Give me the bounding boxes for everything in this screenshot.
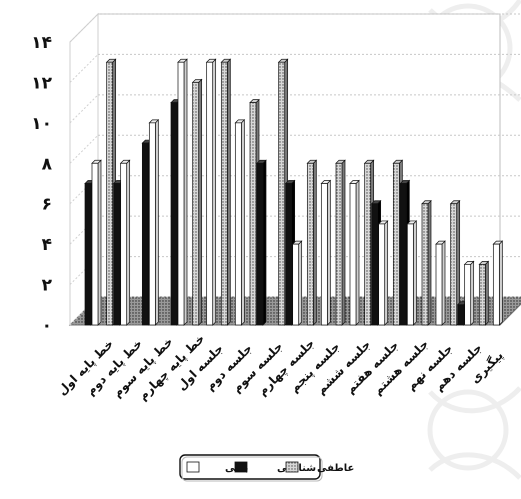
gridline-slant bbox=[69, 54, 99, 83]
gridline-slant bbox=[69, 134, 99, 164]
bar-0-8 bbox=[306, 159, 318, 326]
legend-label: عاطفی bbox=[317, 463, 354, 474]
y-tick-label: ۱۲ bbox=[31, 73, 52, 93]
bar-2-0 bbox=[91, 159, 102, 326]
bar-2-14 bbox=[492, 240, 504, 326]
legend-swatch bbox=[285, 461, 299, 473]
bar-0-5 bbox=[220, 58, 232, 326]
y-tick-label: ۲ bbox=[42, 276, 53, 296]
bar-1-6 bbox=[256, 159, 267, 326]
bar-0-12 bbox=[421, 199, 432, 326]
bar-2-1 bbox=[119, 159, 131, 326]
bar-2-3 bbox=[177, 58, 188, 326]
bars bbox=[84, 58, 504, 326]
bar-2-4 bbox=[205, 58, 217, 326]
legend-box: بدنیشناختیعاطفی bbox=[179, 454, 354, 482]
legend-swatch bbox=[234, 461, 248, 473]
bar-2-12 bbox=[435, 240, 446, 326]
bar-2-13 bbox=[463, 260, 475, 326]
bar-2-5 bbox=[234, 119, 246, 326]
y-tick-label: ۱۴ bbox=[31, 33, 52, 53]
legend-item-0: عاطفی bbox=[285, 461, 354, 474]
bar-0-4 bbox=[191, 78, 203, 326]
y-axis-ticks: ۰ ۲ ۴ ۶ ۸ ۱۰ ۱۲ ۱۴ bbox=[31, 33, 52, 336]
y-tick-label: ۰ bbox=[42, 316, 52, 336]
gridline-slant bbox=[69, 13, 99, 43]
bar-0-9 bbox=[335, 159, 346, 326]
bar-2-2 bbox=[148, 119, 160, 326]
bar-2-10 bbox=[377, 220, 389, 326]
bar-0-14 bbox=[478, 260, 490, 326]
y-tick-label: ۸ bbox=[42, 154, 53, 174]
bar-2-7 bbox=[291, 240, 303, 326]
bar-2-11 bbox=[406, 220, 418, 326]
legend-swatch bbox=[186, 461, 200, 473]
y-tick-label: ۴ bbox=[42, 235, 52, 255]
bar-2-9 bbox=[349, 179, 360, 326]
gridline-slant bbox=[69, 94, 99, 124]
y-tick-label: ۶ bbox=[42, 195, 52, 215]
bar-0-13 bbox=[449, 199, 461, 326]
bar-2-8 bbox=[320, 179, 332, 326]
y-tick-label: ۱۰ bbox=[31, 114, 52, 134]
legend: بدنیشناختیعاطفی bbox=[179, 454, 354, 482]
